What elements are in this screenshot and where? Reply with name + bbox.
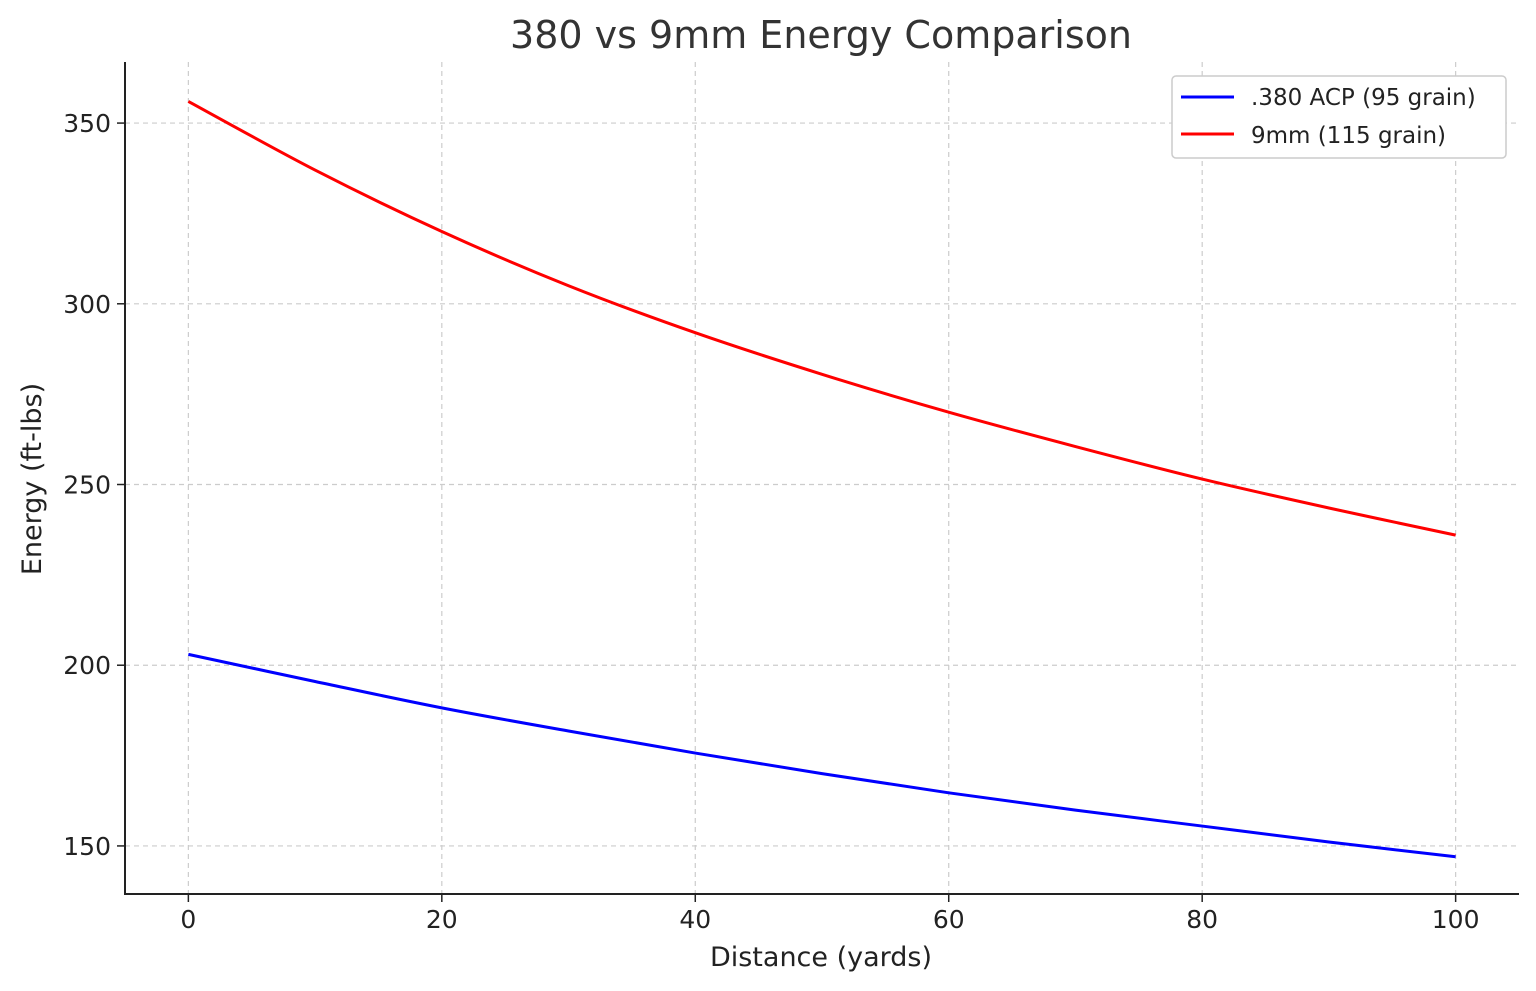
legend-box (1171, 75, 1507, 159)
y-tick-label: 250 (63, 471, 111, 500)
y-ticks: 150 200 250 300 350 (63, 109, 125, 861)
y-tick-label: 150 (63, 832, 111, 861)
y-tick-label: 200 (63, 651, 111, 680)
grid (125, 62, 1519, 894)
y-tick-label: 300 (63, 290, 111, 319)
y-axis-label: Energy (ft-lbs) (17, 383, 48, 575)
chart-title: 380 vs 9mm Energy Comparison (510, 13, 1132, 57)
series-line-0 (188, 652, 1456, 859)
legend-label-9mm: 9mm (115 grain) (1251, 123, 1446, 149)
series-line-1 (187, 100, 1456, 537)
series-lines (187, 100, 1456, 859)
legend-label-380: .380 ACP (95 grain) (1251, 85, 1476, 111)
x-ticks: 0 20 40 60 80 100 (180, 894, 1479, 934)
x-tick-label: 100 (1432, 905, 1480, 934)
x-tick-label: 40 (679, 905, 711, 934)
y-tick-label: 350 (63, 109, 111, 138)
x-tick-label: 0 (180, 905, 196, 934)
x-tick-label: 80 (1186, 905, 1218, 934)
x-tick-label: 60 (933, 905, 965, 934)
legend: .380 ACP (95 grain) 9mm (115 grain) (1171, 75, 1507, 159)
x-axis-label: Distance (yards) (710, 942, 932, 973)
x-tick-label: 20 (426, 905, 458, 934)
